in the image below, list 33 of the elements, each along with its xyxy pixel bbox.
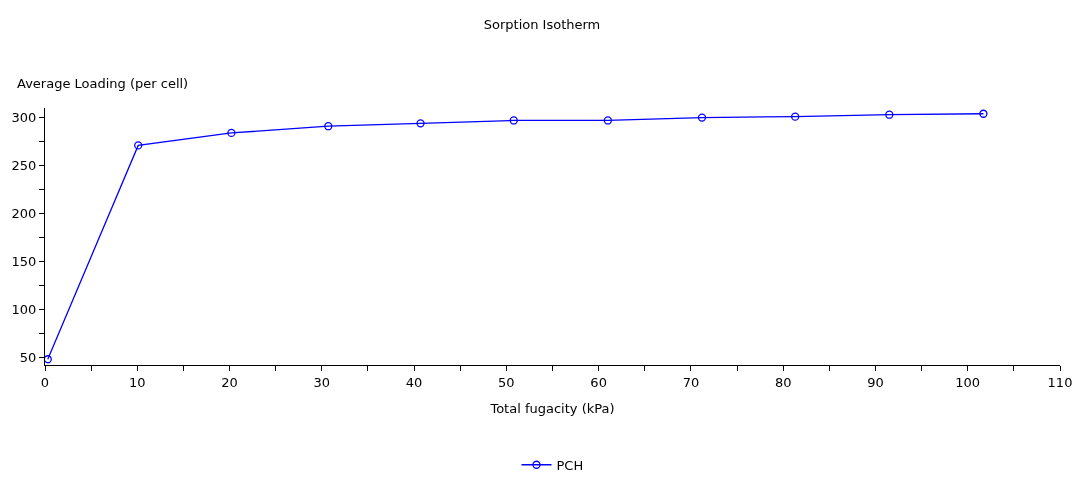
y-tick-label: 200 (11, 206, 37, 222)
x-tick-label: 20 (221, 374, 238, 390)
point (509, 116, 518, 125)
point (791, 112, 800, 121)
x-tick-label: 90 (867, 374, 884, 390)
x-tick-label: 10 (129, 374, 146, 390)
x-tick-label: 50 (498, 374, 515, 390)
x-tick-label: 110 (1047, 374, 1073, 390)
point (979, 109, 988, 118)
x-tick-label: 40 (405, 374, 423, 390)
x-tick-label: 0 (40, 374, 50, 390)
x-tick-label: 30 (313, 374, 331, 390)
point (227, 128, 236, 138)
x-tick-label: 100 (955, 374, 981, 390)
legend-label: PCH (556, 457, 584, 473)
y-tick-label: 300 (11, 110, 37, 126)
y-tick-label: 150 (11, 253, 37, 269)
point (885, 110, 894, 119)
point (45, 355, 52, 364)
x-tick-label: 70 (682, 374, 700, 390)
point (416, 119, 425, 128)
y-tick-label: 100 (11, 301, 37, 317)
point (324, 122, 333, 131)
point (697, 113, 707, 122)
y-axis-title: Average Loading (per cell) (17, 76, 189, 91)
y-tick-label: 50 (19, 349, 37, 365)
x-axis-title: Total fugacity (kPa) (489, 401, 615, 417)
point (134, 141, 143, 150)
x-tick-label: 60 (590, 374, 607, 390)
chart-title: Sorption Isotherm (483, 16, 601, 32)
x-tick-label: 80 (774, 374, 792, 390)
y-tick-label: 250 (11, 158, 37, 174)
point (603, 116, 613, 125)
